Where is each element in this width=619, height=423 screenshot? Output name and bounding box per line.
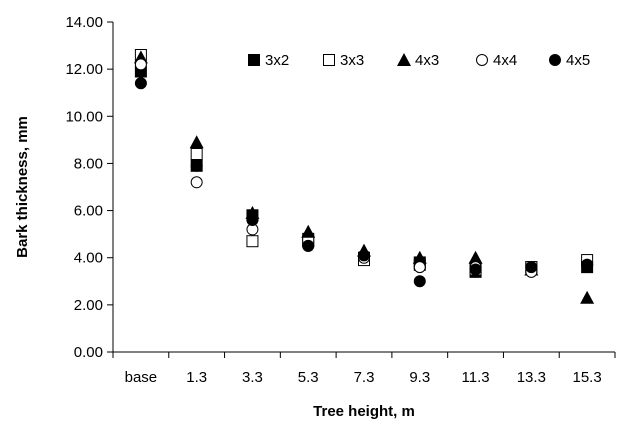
data-point xyxy=(358,249,370,262)
y-axis-title: Bark thickness, mm xyxy=(14,116,31,258)
legend-marker xyxy=(397,53,411,66)
data-point xyxy=(525,261,538,274)
legend-item: 4x5 xyxy=(549,52,590,69)
data-point xyxy=(301,224,316,238)
data-point xyxy=(189,135,204,149)
data-point xyxy=(581,258,594,271)
x-tick-label: 15.3 xyxy=(573,369,602,386)
y-tick-label: 6.00 xyxy=(74,203,103,220)
data-point xyxy=(246,235,259,248)
legend-item: 4x4 xyxy=(476,52,517,69)
legend-marker xyxy=(323,54,335,66)
x-tick-label: 13.3 xyxy=(517,369,546,386)
y-tick-label: 0.00 xyxy=(74,344,103,361)
legend-marker xyxy=(549,54,561,66)
legend-marker xyxy=(476,54,488,66)
data-points xyxy=(133,49,595,304)
legend-label: 4x3 xyxy=(415,52,439,69)
y-tick-label: 12.00 xyxy=(65,61,103,78)
y-tick-label: 14.00 xyxy=(65,14,103,31)
legend-item: 3x3 xyxy=(323,52,364,69)
y-tick-label: 8.00 xyxy=(74,155,103,172)
data-point xyxy=(413,261,426,274)
legend-item: 3x2 xyxy=(248,52,289,69)
data-point xyxy=(469,263,482,276)
legend-item: 4x3 xyxy=(397,52,439,69)
legend-label: 4x4 xyxy=(493,52,517,69)
data-point xyxy=(412,250,427,264)
x-ticks: base 1.3 3.3 5.3 7.3 9.3 11.3 13.3 15.3 xyxy=(112,352,616,386)
x-tick-label: 3.3 xyxy=(242,369,263,386)
x-tick-label: 11.3 xyxy=(462,369,490,386)
data-point xyxy=(468,250,483,264)
legend-label: 4x5 xyxy=(566,52,590,69)
x-tick-label: 5.3 xyxy=(298,369,319,386)
series-4x5 xyxy=(134,77,594,288)
legend-marker xyxy=(248,54,260,66)
data-point xyxy=(302,239,315,252)
data-point xyxy=(190,148,203,160)
y-tick-label: 4.00 xyxy=(74,250,103,267)
data-point xyxy=(134,77,147,90)
series-3x3 xyxy=(134,49,594,276)
legend-label: 3x2 xyxy=(265,52,289,69)
y-ticks: 0.00 2.00 4.00 6.00 8.00 10.00 12.00 14.00 xyxy=(65,14,113,361)
x-tick-label: 1.3 xyxy=(186,369,207,386)
data-point xyxy=(190,176,203,189)
x-tick-label: 7.3 xyxy=(354,369,375,386)
x-tick-label: 9.3 xyxy=(409,369,430,386)
data-point xyxy=(246,214,259,226)
data-point xyxy=(134,58,147,71)
y-tick-label: 2.00 xyxy=(74,297,103,314)
data-point xyxy=(190,159,203,172)
y-tick-label: 10.00 xyxy=(65,108,103,125)
x-tick-label: base xyxy=(125,369,158,386)
data-point xyxy=(413,275,426,288)
legend: 3x2 3x3 4x3 4x4 4x5 xyxy=(248,52,590,69)
legend-label: 3x3 xyxy=(340,52,364,69)
x-axis-title: Tree height, m xyxy=(313,403,415,420)
axes xyxy=(112,22,615,353)
data-point xyxy=(580,290,595,304)
